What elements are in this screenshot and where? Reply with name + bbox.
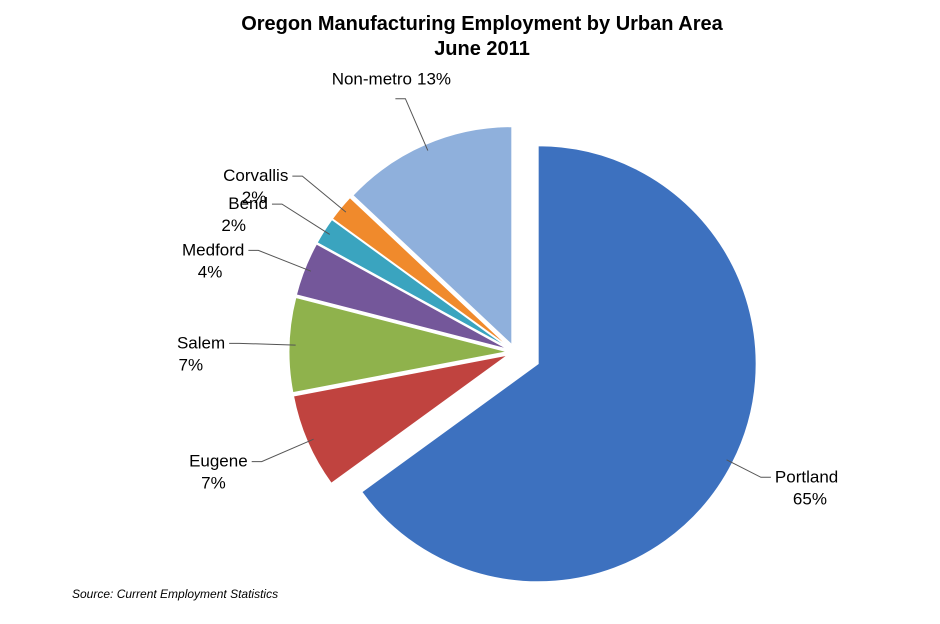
leader-line xyxy=(395,98,429,151)
slice-name: Corvallis xyxy=(223,166,288,185)
slice-value: 7% xyxy=(179,355,204,374)
slice-name: Eugene xyxy=(189,452,248,471)
leader-line xyxy=(271,203,330,235)
slice-name: Bend xyxy=(228,194,268,213)
leader-line xyxy=(726,459,771,478)
leader-line xyxy=(229,342,296,346)
leader-line xyxy=(248,249,312,272)
leader-line xyxy=(292,175,347,213)
pie: Portland65%Eugene7%Salem7%Medford4%Bend2… xyxy=(177,70,838,583)
slice-value: 13% xyxy=(417,70,451,89)
slice-value: 2% xyxy=(221,216,246,235)
slice-value: 7% xyxy=(201,474,226,493)
slice-name: Portland xyxy=(775,467,838,486)
slice-label: Non-metro 13% xyxy=(332,70,451,89)
slice-value: 4% xyxy=(198,262,223,281)
slice-name: Salem xyxy=(177,333,225,352)
chart-subtitle: June 2011 xyxy=(434,38,530,60)
slice-value: 2% xyxy=(242,188,267,207)
source-note: Source: Current Employment Statistics xyxy=(72,587,278,601)
slice-name: Non-metro xyxy=(332,70,412,89)
leader-line xyxy=(251,438,314,463)
slice-name: Medford xyxy=(182,240,244,259)
slice-value: 65% xyxy=(793,489,827,508)
chart-title: Oregon Manufacturing Employment by Urban… xyxy=(241,13,723,35)
